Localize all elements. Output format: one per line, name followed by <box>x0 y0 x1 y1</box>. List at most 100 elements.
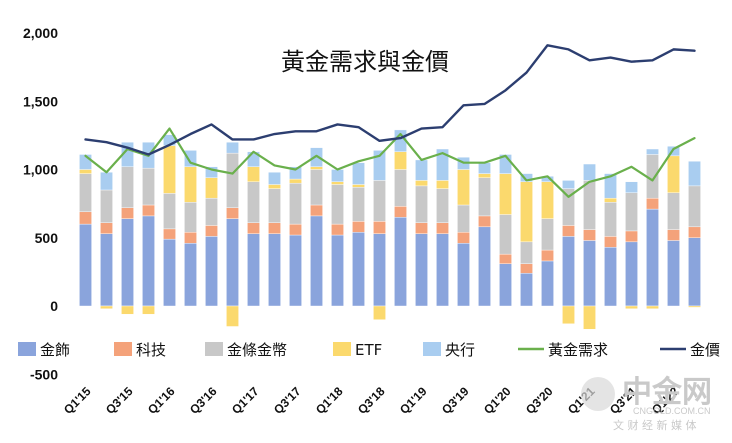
bar-segment <box>688 305 701 308</box>
bar-segment <box>625 181 638 193</box>
bar-segment <box>226 152 239 208</box>
bar-segment <box>331 169 344 182</box>
bar-segment <box>520 241 533 264</box>
bar-segment <box>667 240 680 307</box>
bar-segment <box>184 243 197 307</box>
bar-segment <box>688 226 701 238</box>
bar-segment <box>415 222 428 234</box>
bar-segment <box>478 177 491 217</box>
bar-segment <box>394 169 407 207</box>
x-tick-label: Q3'20 <box>523 384 556 417</box>
bar-segment <box>499 214 512 255</box>
bar-segment <box>142 167 155 206</box>
bar-segment <box>331 234 344 307</box>
bar-segment <box>289 234 302 307</box>
y-tick-label: 500 <box>35 230 59 246</box>
bar-segment <box>478 226 491 307</box>
x-tick-label: Q1'17 <box>229 384 262 417</box>
bar-segment <box>163 145 176 194</box>
bar-segment <box>184 202 197 233</box>
bar-segment <box>499 263 512 307</box>
bar-segment <box>184 232 197 244</box>
bar-segment <box>520 181 533 243</box>
x-tick-label: Q3'16 <box>187 384 220 417</box>
watermark-slogan: 文 财 经 新 媒 体 <box>613 418 696 432</box>
bar-segment <box>499 253 512 264</box>
bar-segment <box>541 181 554 219</box>
bar-segment <box>142 204 155 217</box>
bar-segment <box>226 218 239 307</box>
line-series <box>84 44 696 198</box>
bar-segment <box>100 222 113 234</box>
bar-segment <box>352 184 365 188</box>
bar-segment <box>226 305 239 327</box>
bar-segment <box>121 166 134 208</box>
bar-segment <box>142 305 155 315</box>
bar-segment <box>646 208 659 307</box>
bar-segment <box>352 187 365 222</box>
bar-segment <box>247 222 260 234</box>
bar-segment <box>562 180 575 189</box>
bar-segment <box>268 188 281 223</box>
bar-segment <box>646 154 659 199</box>
bar-segment <box>604 236 617 248</box>
bar-segment <box>268 184 281 189</box>
bar-segment <box>331 181 344 185</box>
bar-segment <box>436 222 449 234</box>
series-line <box>84 127 696 198</box>
bar-segment <box>373 221 386 234</box>
bar-series <box>79 129 701 330</box>
bar-segment <box>289 223 302 236</box>
legend-label: ETF <box>355 341 382 359</box>
y-tick-label: 0 <box>50 298 58 314</box>
bar-segment <box>247 233 260 307</box>
x-tick-label: Q3'19 <box>439 384 472 417</box>
bar-segment <box>373 180 386 222</box>
bar-segment <box>268 172 281 185</box>
bar-segment <box>646 305 659 309</box>
bar-segment <box>625 230 638 243</box>
x-tick-label: Q3'18 <box>355 384 388 417</box>
bar-segment <box>688 185 701 228</box>
bar-segment <box>520 173 533 182</box>
legend-swatch <box>114 342 132 356</box>
bar-segment <box>226 141 239 154</box>
bar-segment <box>226 207 239 219</box>
bar-segment <box>688 237 701 307</box>
bar-segment <box>373 233 386 307</box>
bar-segment <box>583 305 596 330</box>
bar-segment <box>331 184 344 225</box>
bar-segment <box>625 305 638 309</box>
bar-segment <box>310 215 323 307</box>
bar-segment <box>436 188 449 223</box>
x-tick-label: Q1'19 <box>397 384 430 417</box>
bar-segment <box>478 215 491 228</box>
bar-segment <box>541 218 554 251</box>
bar-segment <box>205 166 218 178</box>
bar-segment <box>667 192 680 230</box>
x-tick-label: Q3'15 <box>103 384 136 417</box>
bar-segment <box>79 223 92 307</box>
y-axis: -500 0 500 1,000 1,500 2,000 <box>23 25 58 382</box>
bar-segment <box>394 206 407 218</box>
bar-segment <box>331 223 344 236</box>
bar-segment <box>163 228 176 240</box>
bar-segment <box>79 169 92 174</box>
bar-segment <box>646 148 659 155</box>
bar-segment <box>100 233 113 307</box>
bar-segment <box>415 185 428 223</box>
legend-label: 科技 <box>136 341 166 359</box>
bar-segment <box>625 192 638 232</box>
bar-segment <box>646 197 659 210</box>
bar-segment <box>394 151 407 170</box>
legend-label: 金飾 <box>40 341 70 359</box>
x-tick-label: Q1'20 <box>481 384 514 417</box>
bar-segment <box>541 260 554 307</box>
bar-segment <box>457 169 470 206</box>
bar-segment <box>688 161 701 187</box>
bar-segment <box>163 238 176 307</box>
bar-segment <box>667 155 680 193</box>
y-tick-label: 1,500 <box>23 93 58 109</box>
bar-segment <box>142 215 155 307</box>
